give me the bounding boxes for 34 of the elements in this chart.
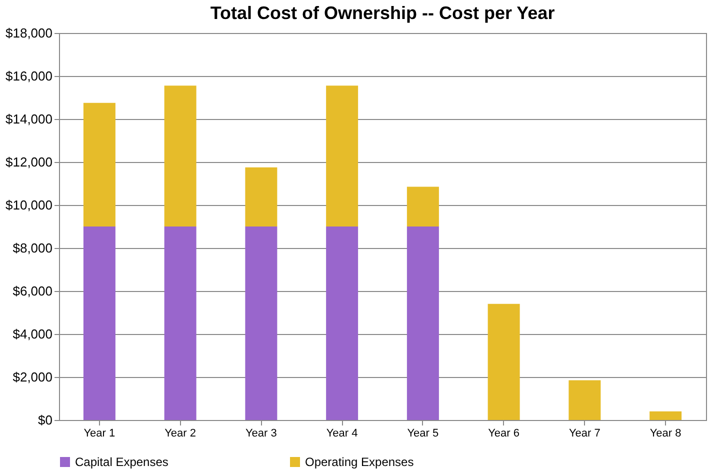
chart-title: Total Cost of Ownership -- Cost per Year xyxy=(210,3,555,23)
x-tick-label: Year 3 xyxy=(245,428,277,440)
bar xyxy=(568,380,601,420)
bar xyxy=(406,226,439,420)
bar xyxy=(83,226,116,420)
bar xyxy=(326,86,358,226)
x-tick-label: Year 4 xyxy=(326,428,358,440)
bar xyxy=(326,226,358,420)
y-tick-label: $4,000 xyxy=(12,326,52,342)
x-tick-label: Year 1 xyxy=(84,428,116,440)
bar xyxy=(406,186,439,226)
bar xyxy=(488,304,520,420)
y-tick-label: $18,000 xyxy=(6,26,52,40)
y-tick-label: $16,000 xyxy=(6,68,52,84)
legend-label: Capital Expenses xyxy=(75,455,168,469)
x-tick-label: Year 8 xyxy=(650,428,682,440)
bar xyxy=(245,167,278,226)
y-tick-label: $12,000 xyxy=(6,154,52,170)
y-tick-label: $8,000 xyxy=(12,240,52,256)
bar xyxy=(164,226,196,420)
x-tick-label: Year 5 xyxy=(407,428,439,440)
bar xyxy=(164,86,196,226)
bar xyxy=(83,102,116,226)
bar xyxy=(650,411,682,420)
x-tick-label: Year 2 xyxy=(164,428,196,440)
bar xyxy=(245,226,278,420)
y-tick-label: $2,000 xyxy=(12,370,52,384)
y-tick-label: $0 xyxy=(38,412,52,428)
legend-label: Operating Expenses xyxy=(305,455,414,469)
y-tick-label: $6,000 xyxy=(12,284,52,298)
x-tick-label: Year 7 xyxy=(568,428,600,440)
y-tick-label: $14,000 xyxy=(6,112,52,126)
x-tick-label: Year 6 xyxy=(488,428,520,440)
y-tick-label: $10,000 xyxy=(6,198,52,212)
